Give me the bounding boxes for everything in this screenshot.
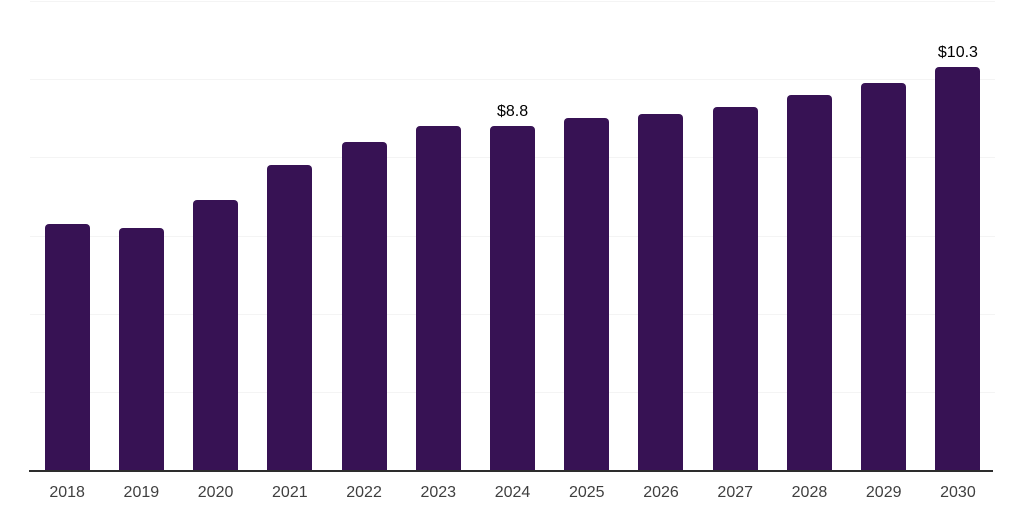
bar — [564, 118, 610, 470]
bar — [415, 126, 461, 470]
x-axis-label: 2027 — [717, 484, 754, 501]
bar-slot — [30, 1, 104, 470]
bar-slot — [104, 1, 178, 470]
bar — [490, 126, 536, 470]
x-axis-label: 2028 — [791, 484, 828, 501]
bar-slot — [698, 1, 772, 470]
x-axis-label: 2023 — [420, 484, 457, 501]
x-axis-label: 2022 — [346, 484, 382, 501]
x-axis-label: 2029 — [865, 484, 902, 501]
x-axis-line — [29, 470, 993, 472]
plot-area: $8.8 $10.3 — [30, 1, 995, 470]
bar-slot — [772, 1, 846, 470]
bar — [638, 114, 684, 470]
bar-slot: $10.3 — [921, 1, 995, 470]
gridline — [30, 1, 995, 2]
bar — [193, 200, 239, 470]
bar — [341, 142, 387, 470]
bar-slot — [327, 1, 401, 470]
x-axis-label: 2025 — [568, 484, 605, 501]
x-axis-label: 2024 — [494, 484, 531, 501]
x-axis-label: 2026 — [643, 484, 679, 501]
x-axis-label: 2020 — [197, 484, 234, 501]
bar — [935, 67, 981, 470]
bar-slot — [624, 1, 698, 470]
bar-value-label: $10.3 — [937, 44, 978, 61]
bar-slot — [847, 1, 921, 470]
bar — [786, 95, 832, 470]
x-axis-label: 2021 — [272, 484, 308, 501]
x-axis-labels: 2018 2019 2020 2021 2022 2023 2024 2025 2026 2027… — [30, 484, 995, 502]
x-axis-label: 2018 — [49, 484, 85, 501]
bar — [118, 228, 164, 470]
bars-row: $8.8 $10.3 — [30, 1, 995, 470]
bar-slot — [178, 1, 252, 470]
bar-slot — [550, 1, 624, 470]
bar — [861, 83, 907, 470]
bar-value-label: $8.8 — [496, 103, 529, 120]
x-axis-label: 2030 — [940, 484, 976, 501]
bar-slot — [401, 1, 475, 470]
bar — [44, 224, 90, 470]
gridline — [30, 79, 995, 81]
bar-slot: $8.8 — [475, 1, 549, 470]
bar-slot — [253, 1, 327, 470]
bar — [267, 165, 313, 470]
x-axis-label: 2019 — [123, 484, 160, 501]
bar — [712, 107, 758, 470]
